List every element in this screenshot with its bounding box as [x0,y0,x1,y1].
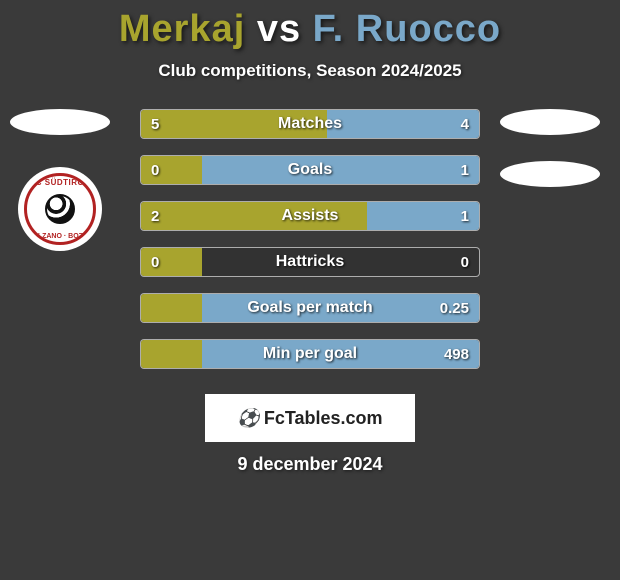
soccer-ball-icon [45,194,75,224]
crest-top-text: FC SÜDTIROL [27,178,93,187]
stat-label: Assists [141,202,479,230]
stat-row: 2Assists1 [140,201,480,231]
player1-name: Merkaj [119,8,245,50]
player2-name: F. Ruocco [313,8,501,50]
stat-label: Goals [141,156,479,184]
player2-ellipse-bottom [500,161,600,187]
player2-ellipse-top [500,109,600,135]
date-text: 9 december 2024 [0,454,620,475]
stat-value-right: 1 [461,156,469,184]
player1-ellipse-top [10,109,110,135]
stat-value-right: 0 [461,248,469,276]
brand-icon: ⚽ [237,408,259,429]
crest-ring: FC SÜDTIROL BOLZANO · BOZEN [24,173,96,245]
stat-row: 0Goals1 [140,155,480,185]
crest-bottom-text: BOLZANO · BOZEN [27,233,93,240]
stat-value-right: 4 [461,110,469,138]
stat-row: Goals per match0.25 [140,293,480,323]
stat-label: Matches [141,110,479,138]
stat-label: Min per goal [141,340,479,368]
stat-row: 5Matches4 [140,109,480,139]
vs-text: vs [257,8,301,50]
stat-row: 0Hattricks0 [140,247,480,277]
stat-label: Goals per match [141,294,479,322]
stat-value-right: 1 [461,202,469,230]
subtitle: Club competitions, Season 2024/2025 [0,61,620,81]
stat-value-right: 0.25 [440,294,469,322]
stat-value-right: 498 [444,340,469,368]
player1-club-crest: FC SÜDTIROL BOLZANO · BOZEN [18,167,102,251]
footer-brand-banner: ⚽ FcTables.com [205,394,415,442]
stat-label: Hattricks [141,248,479,276]
footer-brand-text: FcTables.com [264,408,383,429]
stat-bars: 5Matches40Goals12Assists10Hattricks0Goal… [140,109,480,385]
page-title: Merkaj vs F. Ruocco [0,0,620,51]
stat-row: Min per goal498 [140,339,480,369]
